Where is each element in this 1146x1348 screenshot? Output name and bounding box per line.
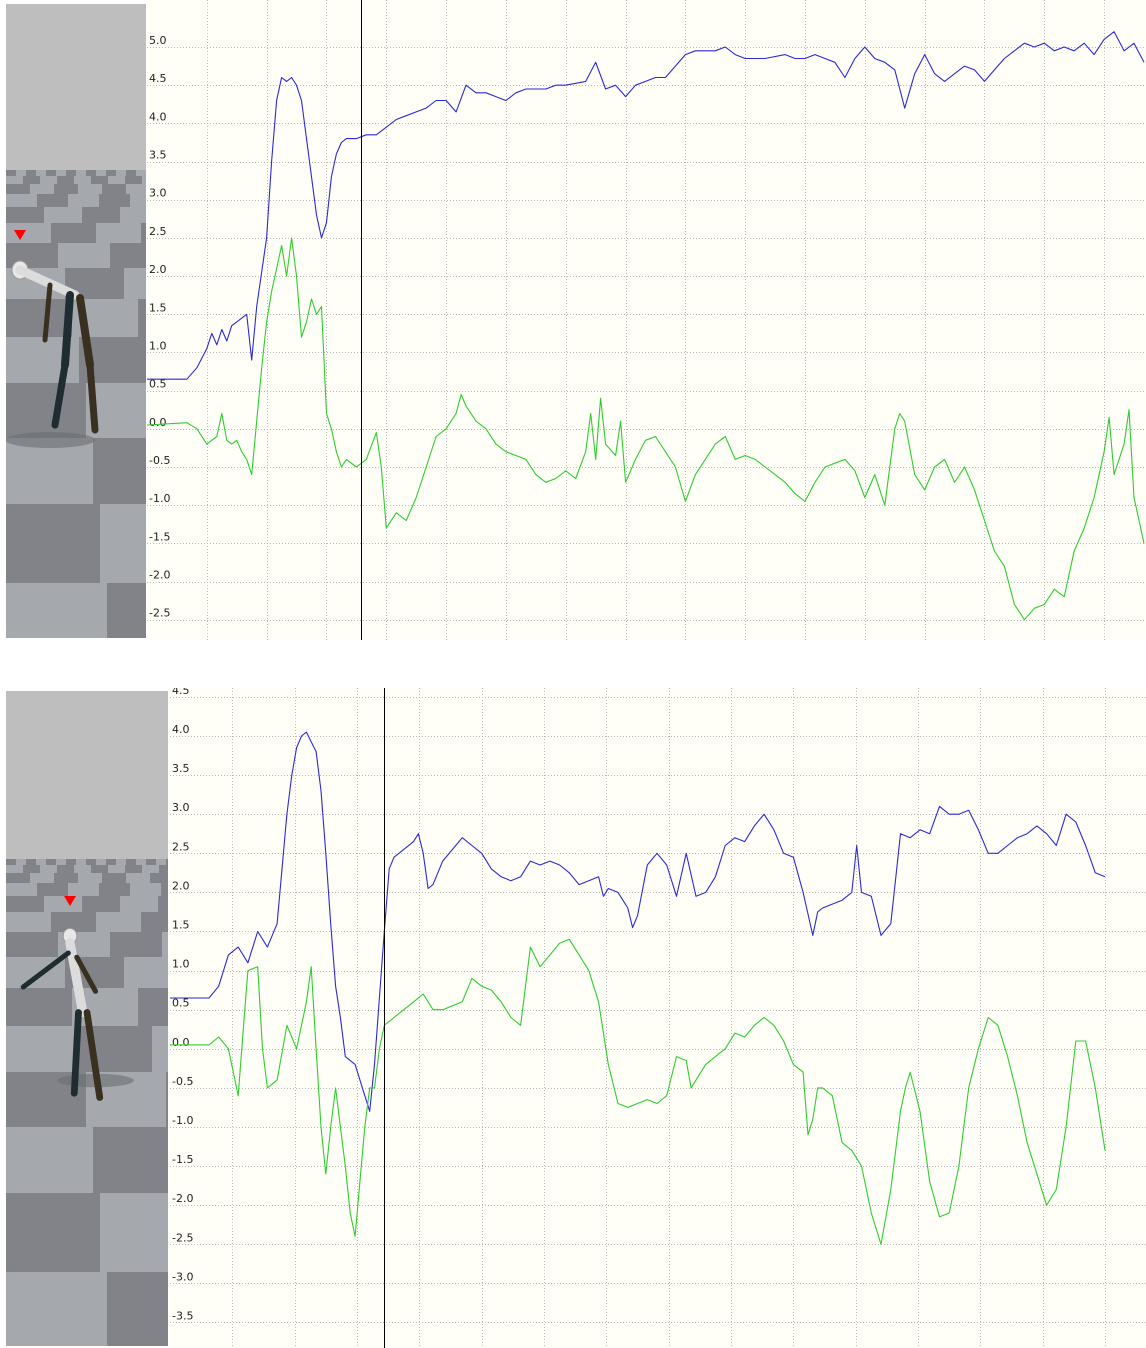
chart-panel-1: 5.0 4.5 4.0 3.5 3.0 2.5 2.0 1.5 1.0 0.5 0.0 -0.5 -1.… xyxy=(0,0,1146,640)
y-tick-label: 0.0 xyxy=(149,416,167,429)
line-chart-2: 4.5 4.0 3.5 3.0 2.5 2.0 1.5 1.0 0.5 0.0 -0.5 -1.0 -1… xyxy=(170,688,1146,1348)
y-tick-label: 1.0 xyxy=(172,958,190,971)
y-tick-label: 1.0 xyxy=(149,339,167,352)
y-tick-labels: 4.5 4.0 3.5 3.0 2.5 2.0 1.5 1.0 0.5 0.0 -0.5 -1.0 -1… xyxy=(172,688,193,1322)
plot-background xyxy=(170,688,1146,1348)
series-line-2 xyxy=(170,938,1106,1245)
scene-3d-2 xyxy=(6,691,168,1346)
y-tick-label: 1.5 xyxy=(172,918,190,931)
chart-panel-2: 4.5 4.0 3.5 3.0 2.5 2.0 1.5 1.0 0.5 0.0 -0.5 -1.0 -1… xyxy=(0,688,1146,1348)
marker-icon xyxy=(14,230,26,240)
scene-3d-1 xyxy=(6,4,146,638)
plot-area-2: 4.5 4.0 3.5 3.0 2.5 2.0 1.5 1.0 0.5 0.0 -0.5 -1.0 -1… xyxy=(170,688,1146,1348)
y-tick-label: 1.5 xyxy=(149,301,167,314)
series-line-2 xyxy=(147,237,1145,621)
figure-shadow xyxy=(6,432,95,448)
y-tick-label: 5.0 xyxy=(149,34,167,47)
y-tick-label: 0.0 xyxy=(172,1036,190,1049)
y-tick-label: 4.5 xyxy=(172,688,190,697)
checkered-floor xyxy=(6,170,146,638)
y-tick-label: 0.5 xyxy=(149,378,167,391)
line-chart-1: 5.0 4.5 4.0 3.5 3.0 2.5 2.0 1.5 1.0 0.5 0.0 -0.5 -1.… xyxy=(147,0,1146,640)
y-tick-label: 3.0 xyxy=(172,801,190,814)
y-tick-label: -3.5 xyxy=(172,1309,193,1322)
y-tick-label: -1.5 xyxy=(172,1153,193,1166)
y-tick-label: -2.0 xyxy=(149,569,170,582)
grid xyxy=(170,688,1146,1348)
y-tick-label: 2.5 xyxy=(149,225,167,238)
y-tick-label: -0.5 xyxy=(172,1075,193,1088)
viewport-3d-2 xyxy=(6,691,168,1346)
y-tick-label: -3.0 xyxy=(172,1270,193,1283)
y-tick-labels: 5.0 4.5 4.0 3.5 3.0 2.5 2.0 1.5 1.0 0.5 0.0 -0.5 -1.… xyxy=(149,34,170,620)
y-tick-label: 3.5 xyxy=(149,149,167,162)
y-tick-label: 4.0 xyxy=(172,723,190,736)
y-tick-label: 3.5 xyxy=(172,762,190,775)
skeleton-figure-icon xyxy=(20,927,104,1101)
y-tick-label: 4.5 xyxy=(149,72,167,85)
y-tick-label: -2.0 xyxy=(172,1192,193,1205)
y-tick-label: -1.5 xyxy=(149,530,170,543)
skeleton-figure-icon xyxy=(11,260,99,434)
y-tick-label: 2.0 xyxy=(149,263,167,276)
plot-background xyxy=(147,0,1146,640)
sky-backdrop xyxy=(6,4,146,170)
y-tick-label: 4.0 xyxy=(149,110,167,123)
y-tick-label: -1.0 xyxy=(149,492,170,505)
sky-backdrop xyxy=(6,691,168,859)
viewport-3d-1 xyxy=(6,4,146,638)
y-tick-label: 2.5 xyxy=(172,840,190,853)
y-tick-label: 3.0 xyxy=(149,187,167,200)
y-tick-label: 0.5 xyxy=(172,997,190,1010)
plot-area-1: 5.0 4.5 4.0 3.5 3.0 2.5 2.0 1.5 1.0 0.5 0.0 -0.5 -1.… xyxy=(147,0,1146,640)
y-tick-label: 2.0 xyxy=(172,879,190,892)
checkered-floor xyxy=(6,859,168,1346)
y-tick-label: -2.5 xyxy=(149,607,170,620)
series-line-1 xyxy=(147,31,1145,380)
series-line-1 xyxy=(170,731,1106,1112)
y-tick-label: -1.0 xyxy=(172,1114,193,1127)
y-tick-label: -2.5 xyxy=(172,1231,193,1244)
y-tick-label: -0.5 xyxy=(149,454,170,467)
marker-icon xyxy=(64,896,76,906)
